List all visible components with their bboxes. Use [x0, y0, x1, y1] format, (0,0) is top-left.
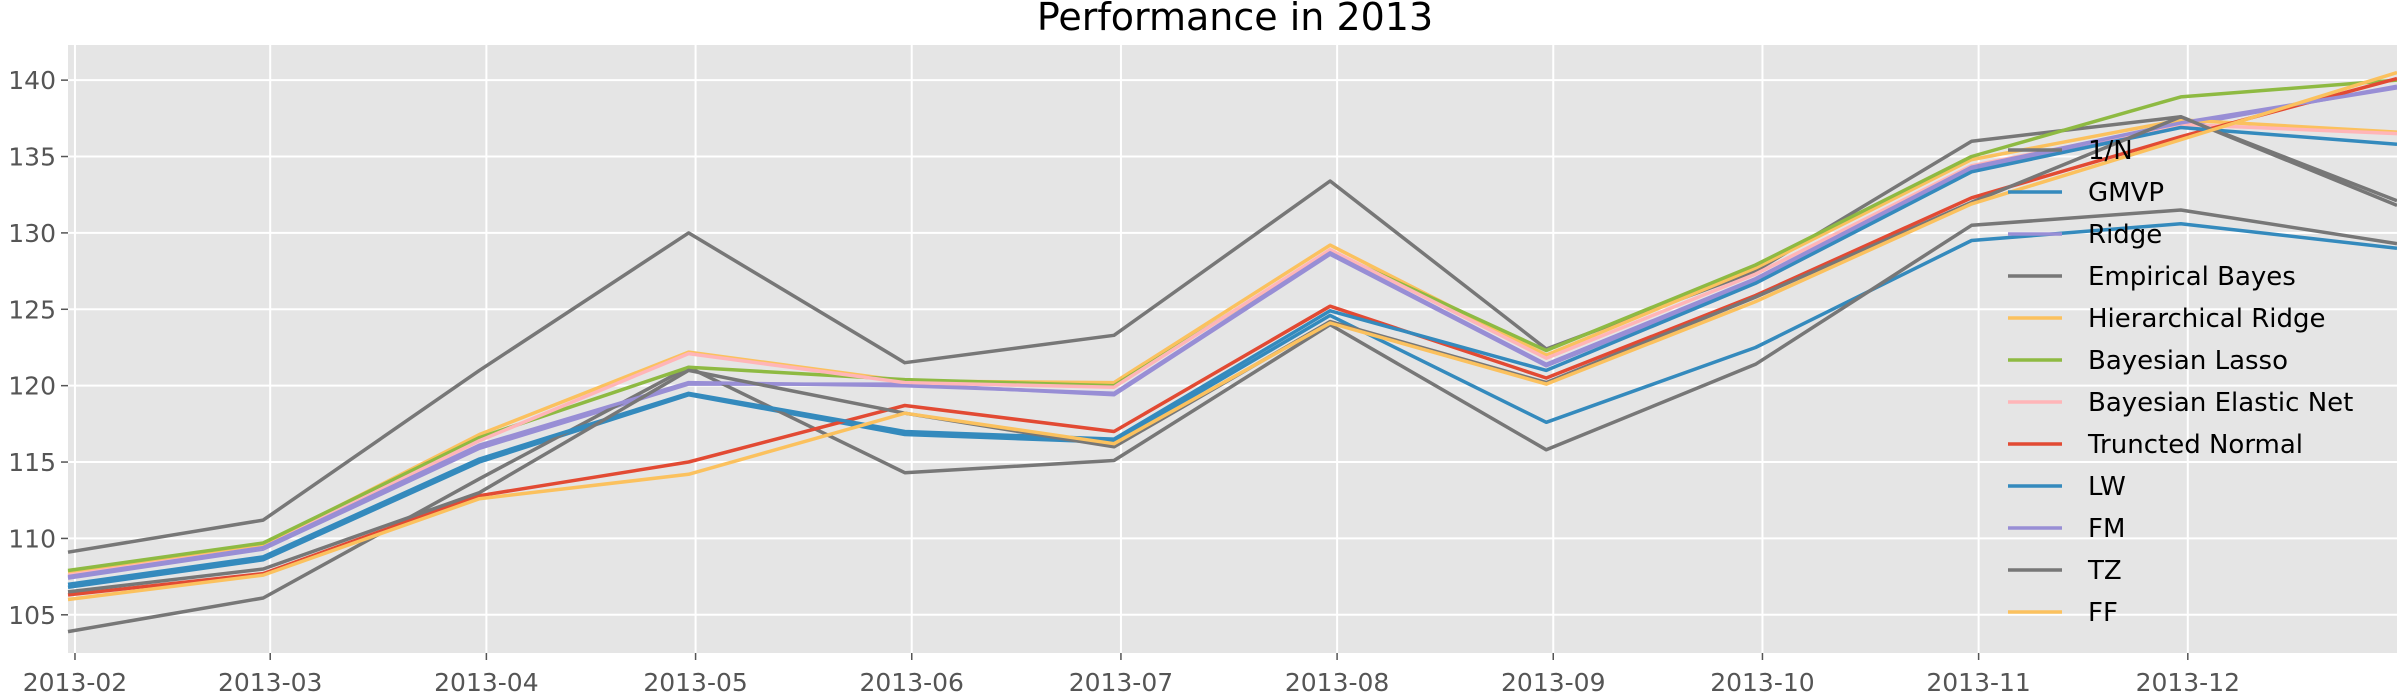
series-lines: [67, 70, 2397, 634]
y-axis-ticks: 105 110 115 120 125 130 135 140: [8, 66, 68, 630]
legend-label: Ridge: [2088, 220, 2162, 250]
series-line-1: [67, 221, 2397, 590]
y-tick-label: 135: [8, 143, 56, 172]
legend-label: TZ: [2087, 556, 2122, 586]
legend: 1/N GMVP Ridge Empirical Bayes Hierarchical …: [2008, 136, 2353, 628]
x-tick-label: 2013-05: [643, 668, 747, 697]
x-tick-label: 2013-08: [1285, 668, 1389, 697]
legend-label: FM: [2088, 514, 2125, 544]
series-line-9: [67, 86, 2397, 579]
legend-label: Hierarchical Ridge: [2088, 304, 2326, 334]
legend-label: FF: [2088, 598, 2118, 628]
legend-label: Bayesian Lasso: [2088, 346, 2288, 376]
y-tick-label: 140: [8, 66, 56, 95]
x-tick-label: 2013-09: [1501, 668, 1605, 697]
series-line-11: [67, 70, 2397, 602]
x-tick-label: 2013-12: [2136, 668, 2240, 697]
series-line-0: [67, 115, 2397, 554]
legend-label: Truncted Normal: [2087, 430, 2303, 460]
legend-label: Empirical Bayes: [2088, 262, 2296, 292]
x-tick-label: 2013-06: [860, 668, 964, 697]
y-tick-label: 120: [8, 372, 56, 401]
chart-title: Performance in 2013: [1037, 0, 1433, 39]
x-tick-label: 2013-10: [1710, 668, 1814, 697]
grid-lines: [68, 45, 2397, 653]
x-tick-label: 2013-04: [434, 668, 538, 697]
legend-label: Bayesian Elastic Net: [2088, 388, 2353, 418]
series-line-3: [67, 208, 2397, 634]
x-tick-label: 2013-07: [1069, 668, 1173, 697]
y-tick-label: 115: [8, 448, 56, 477]
x-tick-label: 2013-03: [218, 668, 322, 697]
series-line-8: [67, 125, 2397, 587]
y-tick-label: 125: [8, 295, 56, 324]
series-line-4: [67, 118, 2397, 574]
x-tick-label: 2013-02: [23, 668, 127, 697]
x-axis-ticks: 2013-02 2013-03 2013-04 2013-05 2013-06 2013-…: [23, 653, 2240, 697]
x-tick-label: 2013-11: [1926, 668, 2030, 697]
legend-label: 1/N: [2088, 136, 2133, 166]
y-tick-label: 105: [8, 601, 56, 630]
y-tick-label: 110: [8, 524, 56, 553]
y-tick-label: 130: [8, 219, 56, 248]
legend-label: LW: [2088, 472, 2126, 502]
legend-label: GMVP: [2088, 178, 2164, 208]
